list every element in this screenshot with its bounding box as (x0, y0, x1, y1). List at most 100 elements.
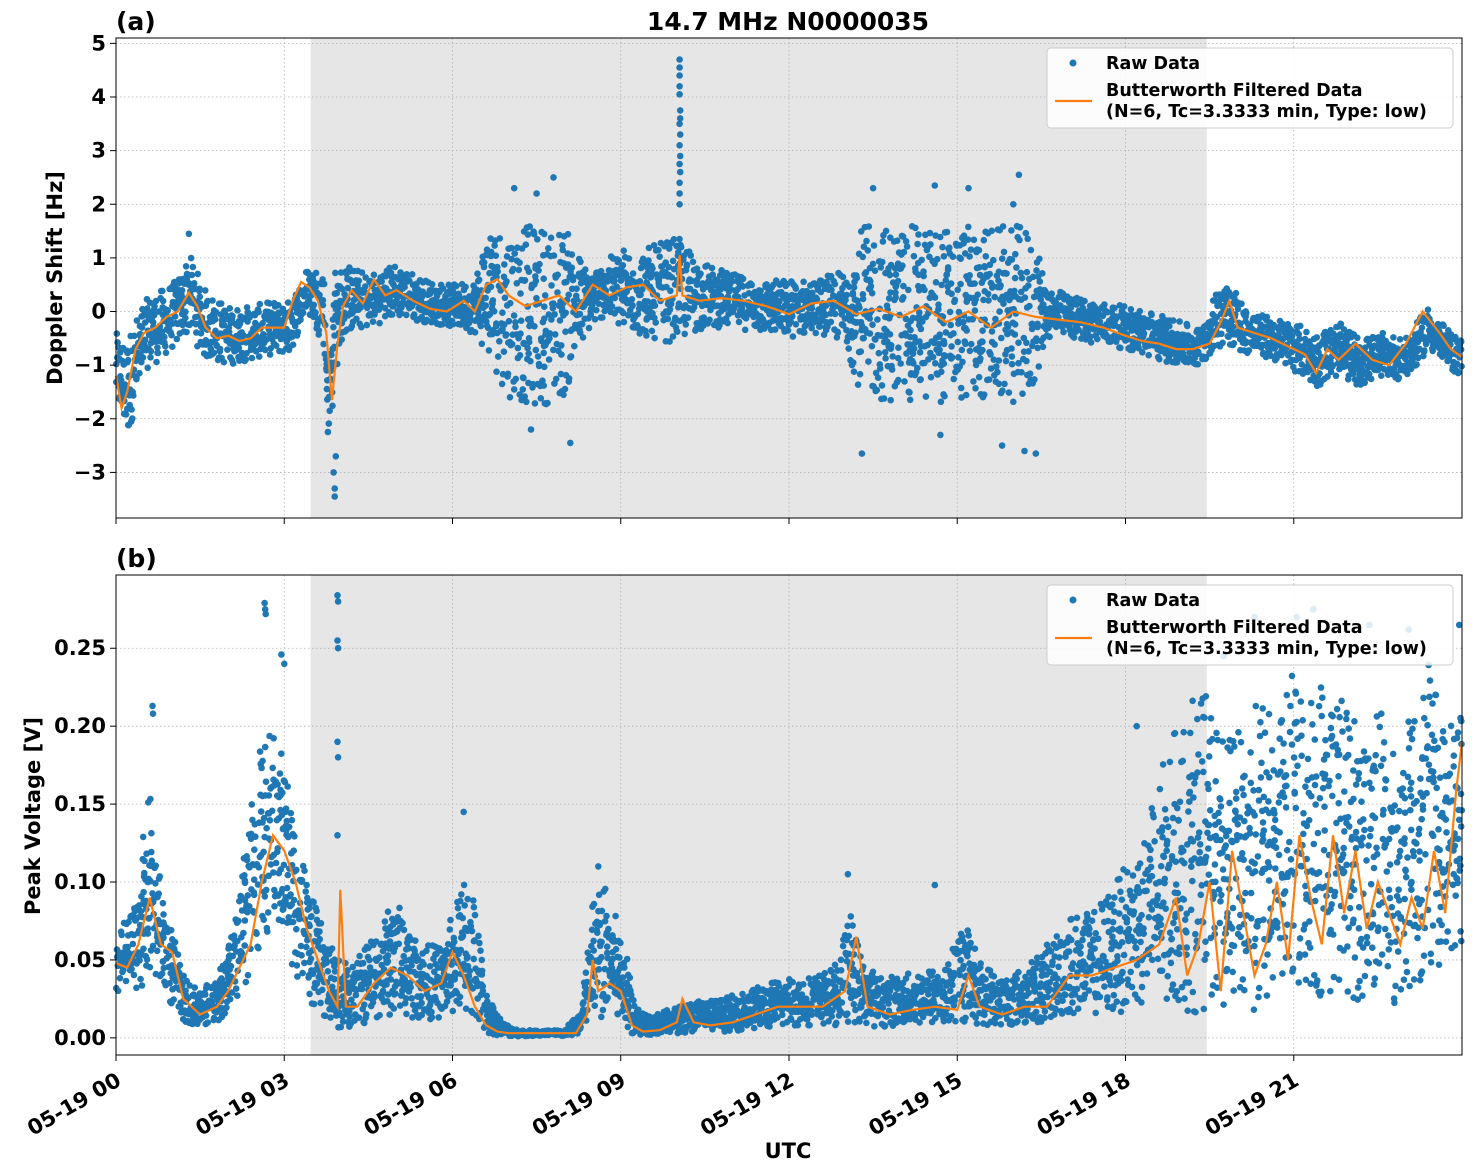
raw-point (1008, 360, 1016, 368)
raw-point (1018, 274, 1026, 282)
raw-point (792, 285, 800, 293)
raw-point (1017, 269, 1025, 277)
raw-point (954, 286, 961, 294)
raw-point (266, 351, 274, 358)
raw-point (636, 278, 644, 285)
raw-point (365, 312, 373, 319)
raw-point (317, 920, 325, 927)
raw-point (332, 269, 339, 277)
raw-point (1232, 289, 1240, 297)
raw-point (540, 382, 547, 389)
raw-point (900, 294, 907, 301)
raw-point (149, 318, 157, 326)
raw-point (946, 308, 954, 316)
raw-point (1245, 347, 1253, 354)
raw-point (1334, 360, 1342, 367)
raw-point (854, 381, 862, 389)
raw-point (1005, 389, 1013, 396)
raw-outlier-point (332, 453, 340, 460)
raw-point (803, 287, 810, 295)
raw-point (892, 289, 899, 297)
raw-point (957, 384, 965, 392)
raw-point (133, 375, 140, 383)
raw-point (993, 363, 1000, 370)
raw-point (1025, 348, 1032, 355)
raw-point (429, 287, 437, 295)
raw-point (859, 253, 867, 261)
raw-point (525, 335, 533, 342)
raw-point (1111, 313, 1119, 320)
raw-point (435, 1014, 443, 1021)
raw-point (315, 327, 323, 334)
raw-point (1016, 236, 1023, 244)
raw-point (510, 386, 518, 393)
raw-point (748, 281, 755, 289)
raw-point (939, 357, 946, 364)
raw-point (338, 336, 346, 343)
raw-point (485, 347, 493, 354)
raw-point (531, 281, 538, 288)
raw-point (960, 324, 968, 332)
raw-point (170, 996, 177, 1003)
raw-point (675, 304, 682, 311)
raw-point (1039, 288, 1046, 295)
raw-point (945, 288, 952, 296)
raw-point (159, 297, 167, 305)
raw-outlier-point (1010, 201, 1017, 208)
raw-point (859, 334, 867, 342)
raw-point (294, 299, 302, 306)
raw-point (995, 268, 1003, 276)
raw-point (707, 306, 714, 314)
raw-point (251, 846, 258, 853)
raw-point (1354, 334, 1361, 342)
raw-point (681, 330, 688, 338)
raw-point (159, 287, 166, 295)
raw-point (544, 399, 551, 407)
raw-point (687, 252, 694, 259)
raw-point (138, 982, 146, 989)
raw-point (270, 735, 278, 742)
raw-point (551, 331, 559, 338)
raw-point (1337, 340, 1345, 348)
raw-point (1039, 343, 1047, 351)
y-tick-label: 5 (91, 31, 106, 55)
raw-point (611, 294, 618, 302)
raw-point (591, 316, 599, 323)
raw-point (253, 930, 260, 937)
raw-point (958, 346, 966, 354)
raw-point (306, 300, 314, 308)
raw-outlier-point (676, 91, 683, 98)
raw-point (461, 902, 469, 909)
raw-point (849, 359, 857, 366)
raw-outlier-point (931, 182, 939, 189)
raw-point (906, 389, 913, 396)
raw-point (1033, 267, 1040, 274)
raw-point (1036, 278, 1044, 285)
raw-point (1396, 336, 1404, 343)
raw-point (520, 374, 527, 382)
raw-point (397, 269, 404, 276)
raw-point (782, 296, 789, 303)
raw-point (492, 252, 500, 259)
raw-point (1222, 287, 1230, 294)
raw-point (517, 330, 524, 338)
raw-point (298, 952, 305, 959)
raw-point (577, 258, 584, 266)
raw-point (595, 275, 602, 282)
raw-point (1027, 246, 1035, 254)
raw-point (914, 364, 921, 372)
raw-point (568, 251, 576, 258)
raw-point (508, 255, 515, 263)
raw-point (582, 266, 589, 273)
raw-point (460, 881, 468, 889)
raw-point (876, 361, 884, 368)
raw-point (910, 252, 918, 260)
raw-point (597, 267, 605, 275)
raw-point (176, 961, 184, 969)
raw-point (1181, 339, 1189, 347)
raw-point (1120, 303, 1128, 310)
raw-point (677, 243, 685, 251)
raw-point (1073, 301, 1080, 308)
raw-point (866, 315, 873, 322)
raw-point (656, 253, 663, 260)
